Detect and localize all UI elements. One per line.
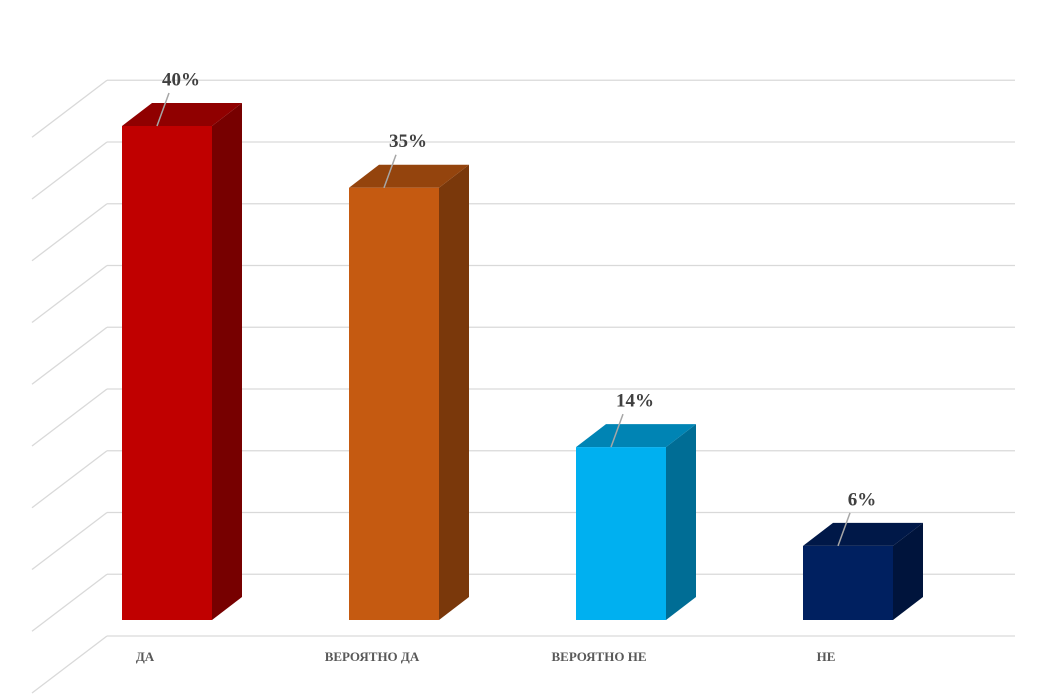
x-tick-label: НЕ (817, 649, 836, 664)
bar-side (893, 522, 923, 620)
bar (122, 126, 212, 620)
grid-line-side (31, 141, 108, 200)
bar-side (439, 164, 469, 620)
leader-line (156, 92, 170, 127)
value-label: 6% (848, 489, 877, 510)
value-label: 14% (616, 390, 654, 411)
x-tick-label: ВЕРОЯТНО НЕ (552, 649, 647, 664)
grid-line-side (31, 264, 108, 324)
value-label: 40% (162, 69, 200, 90)
grid-line-side (31, 450, 108, 509)
value-label: 35% (389, 131, 427, 152)
bar-top (349, 164, 469, 188)
leader-line (837, 512, 851, 547)
grid-line-side (31, 388, 108, 447)
grid-line-side (31, 326, 108, 385)
bar (803, 545, 893, 620)
bar-side (212, 103, 242, 620)
bar-top (576, 424, 696, 448)
x-tick-label: ВЕРОЯТНО ДА (325, 649, 420, 664)
bar-top (122, 103, 242, 126)
grid-line-side (31, 511, 108, 571)
x-tick-label: ДА (136, 649, 155, 664)
bar (349, 187, 439, 620)
grid-line-side (31, 573, 108, 632)
bar (576, 447, 666, 620)
leader-line (610, 413, 624, 448)
bar-side (666, 424, 696, 620)
grid-line-side (31, 79, 108, 138)
bar-top (803, 522, 923, 546)
grid-line-side (31, 203, 108, 262)
grid-line-side (31, 635, 108, 694)
leader-line (383, 154, 397, 189)
